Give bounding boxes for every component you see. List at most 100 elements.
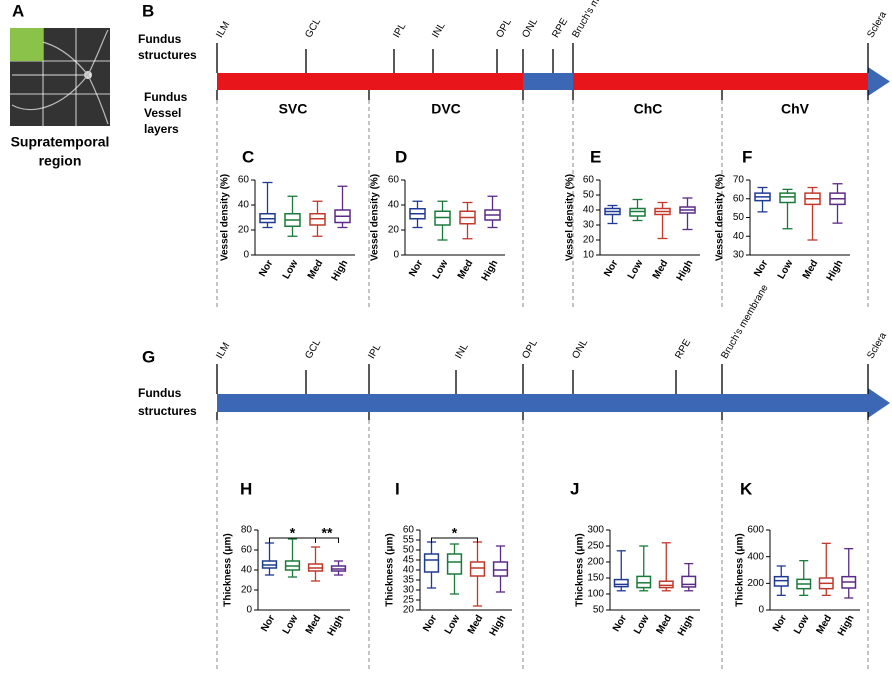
x-tick-label: High	[488, 613, 509, 638]
side-label: Fundus	[144, 90, 188, 104]
panel-label: F	[742, 147, 752, 166]
arrow-head	[868, 67, 890, 96]
structure-label: ONL	[570, 337, 590, 361]
y-axis-label: Thickness (μm)	[575, 533, 586, 606]
x-tick-label: High	[330, 258, 351, 283]
x-tick-label: High	[326, 613, 347, 638]
x-tick-label: Low	[776, 258, 796, 281]
panel-label: J	[570, 479, 579, 498]
y-tick-label: 40	[238, 200, 250, 211]
layer-label: ChV	[781, 101, 810, 117]
box	[613, 578, 629, 588]
y-tick-label: 20	[388, 225, 400, 236]
x-tick-label: Low	[281, 613, 301, 636]
structure-label: ILM	[214, 341, 232, 361]
x-tick-label: Nor	[407, 258, 425, 279]
side-label: structures	[138, 404, 197, 418]
y-axis-label: Thickness (μm)	[385, 533, 396, 606]
structure-label: GCL	[303, 16, 323, 40]
y-tick-label: 0	[393, 250, 399, 261]
structure-label: GCL	[303, 337, 323, 361]
structure-label: INL	[430, 20, 448, 39]
side-label: Fundus	[138, 386, 182, 400]
box	[469, 561, 486, 577]
layer-bar	[573, 73, 870, 90]
x-tick-label: Low	[431, 258, 451, 281]
panel-label: I	[395, 479, 400, 498]
panel-label: K	[740, 479, 753, 498]
structure-label: ONL	[520, 16, 540, 40]
structure-label: RPE	[673, 337, 693, 361]
box	[492, 561, 509, 577]
y-tick-label: 30	[583, 220, 595, 231]
y-axis-label: Vessel density (%)	[715, 174, 726, 261]
panel-label: E	[590, 147, 601, 166]
layer-label: ChC	[634, 101, 663, 117]
y-tick-label: 50	[593, 605, 605, 616]
region-label: region	[39, 153, 82, 169]
structure-label: IPL	[391, 21, 408, 40]
y-tick-label: 100	[587, 589, 604, 600]
x-tick-label: Low	[792, 613, 812, 636]
y-axis-label: Thickness (μm)	[223, 533, 234, 606]
x-tick-label: Low	[443, 613, 463, 636]
y-tick-label: 50	[583, 190, 595, 201]
box	[636, 575, 652, 589]
y-tick-label: 30	[403, 585, 415, 596]
y-tick-label: 200	[587, 557, 604, 568]
side-label: Fundus	[138, 32, 182, 46]
structure-label: Sclera	[865, 9, 889, 39]
structure-label: ILM	[214, 20, 232, 40]
y-tick-label: 40	[388, 200, 400, 211]
x-tick-label: High	[825, 258, 846, 283]
x-tick-label: Med	[306, 258, 326, 281]
x-tick-label: Med	[801, 258, 821, 281]
x-tick-label: Med	[815, 613, 835, 636]
significance-label: **	[322, 525, 333, 541]
y-tick-label: 0	[246, 605, 252, 616]
x-tick-label: High	[676, 613, 697, 638]
panel-label: G	[142, 347, 155, 366]
panel-label: A	[12, 1, 24, 20]
structure-label: OPL	[494, 17, 514, 40]
y-tick-label: 30	[733, 250, 745, 261]
panel-label: D	[395, 147, 407, 166]
y-tick-label: 25	[403, 595, 415, 606]
panel-label: C	[242, 147, 254, 166]
fundus-image	[10, 28, 110, 126]
y-tick-label: 60	[241, 545, 253, 556]
x-tick-label: High	[480, 258, 501, 283]
arrow-head	[868, 388, 890, 418]
y-tick-label: 70	[733, 175, 745, 186]
y-tick-label: 150	[587, 573, 604, 584]
significance-label: *	[452, 525, 458, 541]
x-tick-label: High	[836, 613, 857, 638]
y-tick-label: 20	[238, 225, 250, 236]
y-tick-label: 20	[583, 235, 595, 246]
side-label: structures	[138, 48, 197, 62]
x-tick-label: Low	[626, 258, 646, 281]
structure-label: Bruch's membrane	[570, 0, 622, 40]
y-tick-label: 10	[583, 250, 595, 261]
significance-label: *	[290, 525, 296, 541]
y-tick-label: 300	[587, 525, 604, 536]
vessels	[11, 29, 109, 125]
y-tick-label: 80	[241, 525, 253, 536]
y-tick-label: 20	[403, 605, 415, 616]
y-tick-label: 45	[403, 555, 415, 566]
structure-label: Bruch's membrane	[719, 283, 771, 361]
side-label: Vessel	[144, 106, 181, 120]
x-tick-label: Nor	[421, 613, 439, 634]
y-tick-label: 50	[733, 212, 745, 223]
y-axis-label: Vessel density (%)	[370, 174, 381, 261]
x-tick-label: Nor	[611, 613, 629, 634]
y-tick-label: 0	[758, 605, 764, 616]
content: A B C D E F G H I J K Fundus structures Fundus Vessel l…	[12, 0, 890, 672]
y-tick-label: 40	[733, 231, 745, 242]
structure-label: INL	[453, 341, 471, 360]
y-tick-label: 40	[241, 565, 253, 576]
y-tick-label: 250	[587, 541, 604, 552]
x-tick-label: Nor	[259, 613, 277, 634]
y-tick-label: 60	[388, 175, 400, 186]
